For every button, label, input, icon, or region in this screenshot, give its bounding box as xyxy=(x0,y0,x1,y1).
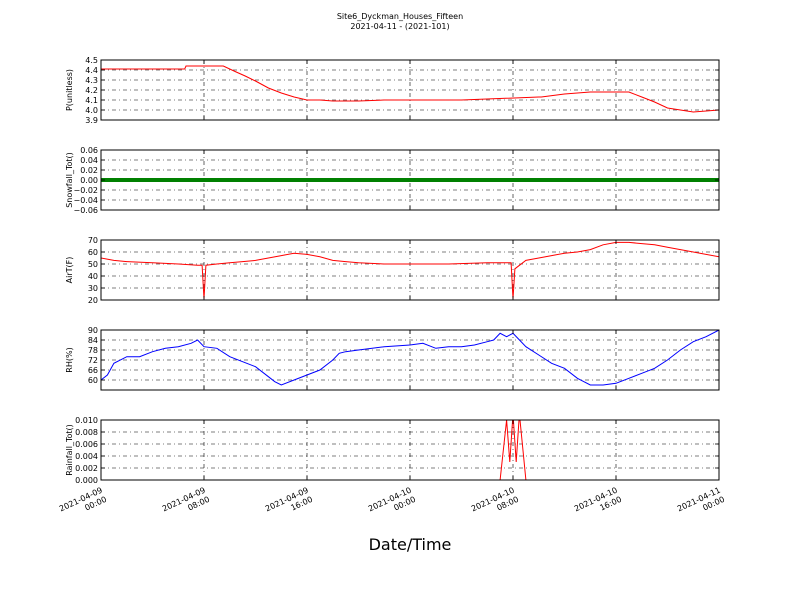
y-tick-label: 0.002 xyxy=(75,464,98,473)
y-tick-label: 84 xyxy=(88,336,98,345)
figure-title-line1: Site6_Dyckman_Houses_Fifteen xyxy=(337,12,463,21)
y-axis-label: P(unitless) xyxy=(65,69,74,111)
series-line-3-1 xyxy=(101,241,719,299)
y-tick-label: 60 xyxy=(88,376,98,385)
y-tick-label: 4.5 xyxy=(85,56,98,65)
y-tick-label: 20 xyxy=(88,296,98,305)
x-tick-label: 2021-04-1008:00 xyxy=(470,486,520,523)
y-tick-label: 4.1 xyxy=(85,96,98,105)
subplot-2: −0.06−0.04−0.020.000.020.040.06 Snowfall_… xyxy=(65,146,720,215)
y-tick-label: 0.04 xyxy=(80,156,98,165)
y-tick-label: 0.004 xyxy=(75,452,98,461)
y-tick-label: −0.04 xyxy=(73,196,98,205)
y-tick-label: 40 xyxy=(88,272,98,281)
y-tick-label: 70 xyxy=(88,236,98,245)
y-tick-label: 66 xyxy=(88,366,98,375)
y-tick-label: 0.00 xyxy=(80,176,98,185)
y-tick-label: 0.010 xyxy=(75,416,98,425)
y-tick-label: 4.2 xyxy=(85,86,98,95)
subplot-1: 3.94.04.14.24.34.44.5 P(unitless) xyxy=(65,56,720,125)
y-axis-label: AirT(F) xyxy=(65,257,74,284)
x-axis-label: Date/Time xyxy=(369,535,452,554)
y-tick-label: 4.4 xyxy=(85,66,98,75)
y-tick-label: 0.006 xyxy=(75,440,98,449)
x-tick-label: 2021-04-1016:00 xyxy=(573,486,623,523)
y-tick-label: 0.02 xyxy=(80,166,98,175)
subplot-3: 20 30 40 50 60 70 AirT(F) xyxy=(65,236,720,305)
y-tick-label: 0.06 xyxy=(80,146,98,155)
x-tick-label: 2021-04-0908:00 xyxy=(161,486,211,523)
y-tick-label: 4.3 xyxy=(85,76,98,85)
y-tick-label: 30 xyxy=(88,284,98,293)
y-tick-label: −0.02 xyxy=(73,186,98,195)
subplot-panels: 3.94.04.14.24.34.44.5P(unitless)−0.06−0.… xyxy=(65,56,720,485)
y-tick-label: 50 xyxy=(88,260,98,269)
y-tick-label: 4.0 xyxy=(85,106,98,115)
y-tick-label: 72 xyxy=(88,356,98,365)
y-tick-label: 3.9 xyxy=(85,116,98,125)
x-axis-ticks: 2021-04-0900:00 2021-04-0908:00 2021-04-09… xyxy=(58,486,726,523)
y-tick-label: 90 xyxy=(88,326,98,335)
figure-title-line2: 2021-04-11 - (2021-101) xyxy=(350,22,449,31)
y-tick-label: −0.06 xyxy=(73,206,98,215)
y-axis-label: Rainfall_Tot() xyxy=(65,424,74,476)
x-tick-label: 2021-04-0900:00 xyxy=(58,486,108,523)
series-line-4-1 xyxy=(101,330,719,386)
series-line-1-1 xyxy=(101,65,719,113)
y-axis-label: RH(%) xyxy=(65,347,74,372)
x-tick-label: 2021-04-1100:00 xyxy=(676,486,726,523)
x-tick-label: 2021-04-0916:00 xyxy=(264,486,314,523)
y-tick-label: 0.000 xyxy=(75,476,98,485)
y-tick-label: 78 xyxy=(88,346,98,355)
y-tick-label: 0.008 xyxy=(75,428,98,437)
subplot-5: 0.000 0.002 0.004 0.006 0.008 0.010Rainfall_T… xyxy=(65,416,720,485)
series-line-5-1 xyxy=(101,420,719,480)
x-tick-label: 2021-04-1000:00 xyxy=(367,486,417,523)
y-tick-label: 60 xyxy=(88,248,98,257)
y-axis-label: Snowfall_Tot() xyxy=(65,152,74,208)
